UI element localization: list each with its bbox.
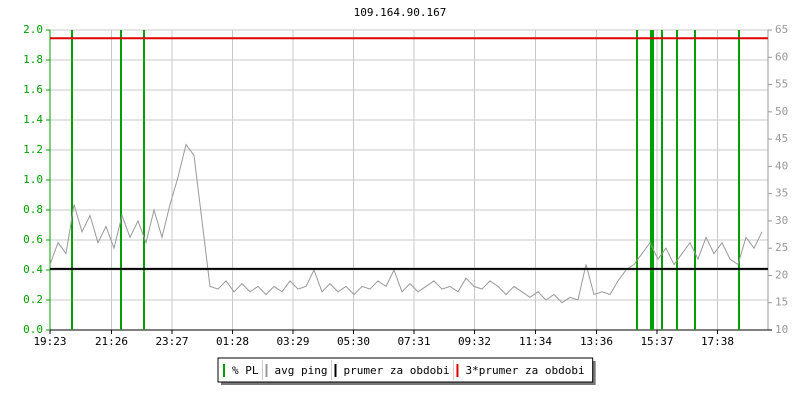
- x-tick-label: 11:34: [519, 335, 552, 348]
- y2-tick-label: 40: [775, 159, 788, 172]
- x-tick-label: 05:30: [337, 335, 370, 348]
- y-tick-label: 0.4: [23, 263, 43, 276]
- x-tick-label: 13:36: [580, 335, 613, 348]
- y2-tick-label: 30: [775, 214, 788, 227]
- legend-label: avg ping: [275, 364, 328, 377]
- x-tick-label: 01:28: [216, 335, 249, 348]
- y-tick-label: 0.8: [23, 203, 43, 216]
- legend-label: 3*prumer za obdobi: [465, 364, 584, 377]
- y-tick-label: 1.0: [23, 173, 43, 186]
- x-tick-label: 15:37: [640, 335, 673, 348]
- legend-label: % PL: [232, 364, 259, 377]
- y2-tick-label: 50: [775, 105, 788, 118]
- y-tick-label: 2.0: [23, 23, 43, 36]
- y-tick-label: 1.8: [23, 53, 43, 66]
- y2-tick-label: 60: [775, 50, 788, 63]
- y-tick-label: 1.2: [23, 143, 43, 156]
- y2-tick-label: 35: [775, 187, 788, 200]
- y2-tick-label: 65: [775, 23, 788, 36]
- y-tick-label: 0.2: [23, 293, 43, 306]
- x-tick-label: 09:32: [458, 335, 491, 348]
- series-line: [49, 143, 763, 304]
- x-tick-label: 07:31: [397, 335, 430, 348]
- x-tick-label: 03:29: [276, 335, 309, 348]
- y2-tick-label: 55: [775, 78, 788, 91]
- legend-label: prumer za obdobi: [343, 364, 449, 377]
- legend-box: [217, 357, 594, 383]
- y2-tick-label: 45: [775, 132, 788, 145]
- y2-tick-label: 15: [775, 296, 788, 309]
- x-tick-label: 23:27: [155, 335, 188, 348]
- x-tick-label: 17:38: [701, 335, 734, 348]
- x-tick-label: 19:23: [33, 335, 66, 348]
- y2-tick-label: 25: [775, 241, 788, 254]
- y-tick-label: 1.4: [23, 113, 43, 126]
- y-tick-label: 0.0: [23, 323, 43, 336]
- y-tick-label: 1.6: [23, 83, 43, 96]
- y-tick-label: 0.6: [23, 233, 43, 246]
- y2-tick-label: 10: [775, 323, 788, 336]
- legend: % PL avg ping prumer za obdobi 3*prumer za …: [217, 357, 596, 385]
- y2-tick-label: 20: [775, 268, 788, 281]
- x-tick-label: 21:26: [95, 335, 128, 348]
- chart-title: 109.164.90.167: [354, 6, 447, 19]
